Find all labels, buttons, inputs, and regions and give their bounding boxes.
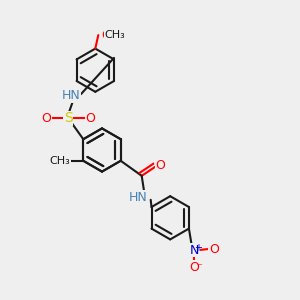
Text: HN: HN <box>129 191 148 204</box>
Text: O: O <box>189 261 199 274</box>
Text: S: S <box>64 111 73 125</box>
Text: N: N <box>190 244 199 257</box>
Text: O: O <box>85 112 95 125</box>
Text: CH₃: CH₃ <box>104 30 125 40</box>
Text: +: + <box>194 242 202 253</box>
Text: O: O <box>156 159 166 172</box>
Text: ⁻: ⁻ <box>196 262 202 273</box>
Text: O: O <box>209 242 219 256</box>
Text: O: O <box>101 28 111 42</box>
Text: HN: HN <box>62 89 81 102</box>
Text: CH₃: CH₃ <box>50 156 70 166</box>
Text: O: O <box>41 112 51 125</box>
